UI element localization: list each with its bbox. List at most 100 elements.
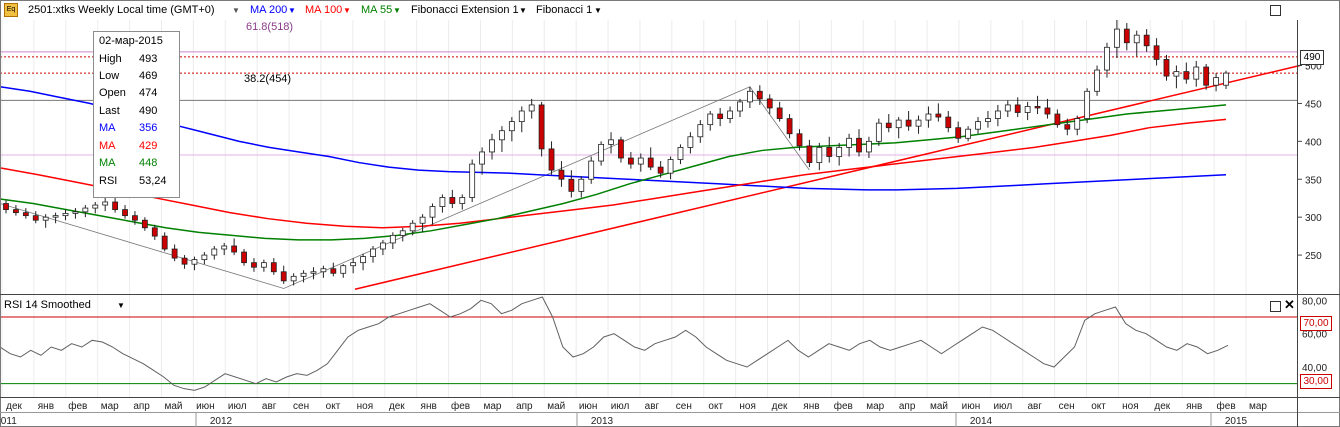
candle: [260, 259, 267, 272]
maximize-icon[interactable]: [1270, 301, 1281, 312]
candle: [1153, 38, 1160, 66]
candle-body: [231, 245, 238, 253]
info-label: MA: [99, 157, 116, 169]
month-tick-label: авг: [1027, 401, 1042, 412]
ma-line-ma200: [0, 85, 1227, 191]
ohlc-info-box: 02-мар-2015 High 493 Low 469 Open 474 La…: [93, 31, 180, 198]
candle: [439, 194, 446, 213]
candle: [191, 256, 198, 271]
candle: [1113, 20, 1120, 58]
candle: [538, 101, 545, 157]
candle-body: [647, 157, 654, 168]
symbol-title[interactable]: 2501:xtks Weekly Local time (GMT+0): [28, 4, 215, 16]
candle-body: [578, 178, 585, 192]
chevron-down-icon[interactable]: ▼: [343, 6, 351, 15]
candle-body: [885, 122, 892, 129]
info-value: 429: [139, 140, 158, 152]
candle-body: [141, 219, 148, 229]
chevron-down-icon[interactable]: ▼: [288, 6, 296, 15]
candle: [1064, 118, 1071, 136]
candle: [469, 159, 476, 202]
candle: [161, 232, 168, 252]
close-icon[interactable]: ✕: [1284, 297, 1295, 312]
candle: [786, 114, 793, 139]
candle: [52, 212, 59, 224]
candle-body: [875, 122, 882, 142]
candle-body: [449, 197, 456, 204]
candle-body: [32, 215, 39, 221]
chevron-down-icon[interactable]: ▼: [232, 6, 240, 15]
candle-body: [122, 209, 128, 217]
ma55-legend[interactable]: MA 55: [361, 4, 393, 16]
month-tick-label: авг: [645, 401, 660, 412]
candle: [1123, 23, 1130, 51]
info-label: Low: [99, 70, 120, 82]
ma100-legend[interactable]: MA 100: [305, 4, 343, 16]
candle-body: [191, 259, 198, 265]
candle-body: [1203, 66, 1210, 86]
fibonacci-levels: [0, 51, 1297, 156]
candle: [1014, 97, 1021, 118]
candle: [171, 244, 178, 262]
chevron-down-icon[interactable]: ▼: [519, 6, 527, 15]
candle-body: [707, 113, 714, 126]
chevron-down-icon[interactable]: ▼: [117, 301, 125, 310]
candle-body: [627, 157, 634, 165]
candle-body: [935, 113, 942, 118]
candle-body: [806, 145, 813, 163]
candles[interactable]: [3, 20, 1229, 286]
fib-upper-label: 61.8(518): [246, 21, 294, 33]
candle: [1133, 30, 1140, 57]
candle: [915, 115, 922, 134]
candle-body: [260, 262, 267, 268]
chevron-down-icon[interactable]: ▼: [393, 6, 401, 15]
fib-lower-label: 38.2(454): [244, 73, 292, 85]
candle: [518, 106, 525, 133]
candle: [677, 144, 684, 165]
month-tick-label: фев: [1217, 400, 1236, 412]
month-tick-label: мар: [101, 401, 119, 412]
equity-icon[interactable]: Eq: [4, 3, 18, 17]
fibonacci-legend[interactable]: Fibonacci 1: [536, 4, 593, 16]
candle-body: [340, 265, 347, 274]
fib-extension-legend[interactable]: Fibonacci Extension 1: [411, 4, 519, 16]
candle-body: [211, 248, 218, 256]
rsi-30-tag: 30,00: [1300, 374, 1332, 389]
month-tick-label: янв: [38, 401, 54, 412]
month-tick-label: июн: [962, 401, 981, 412]
candle-body: [1104, 46, 1110, 71]
price-tick-label: 400: [1305, 137, 1322, 148]
candle: [875, 118, 882, 146]
info-value: 474: [139, 87, 158, 99]
candle: [945, 111, 952, 133]
candle-body: [171, 248, 178, 259]
candle-body: [588, 160, 595, 180]
candle: [82, 205, 89, 218]
info-row-high: High 493: [99, 53, 179, 69]
candle-body: [776, 107, 783, 119]
candle: [796, 129, 803, 151]
candle-body: [1064, 124, 1071, 130]
candle: [1054, 109, 1061, 128]
maximize-icon[interactable]: [1270, 5, 1281, 16]
candle: [905, 111, 912, 131]
info-value: 53,24: [139, 175, 167, 187]
candle-body: [697, 124, 704, 138]
candle-body: [1223, 72, 1229, 86]
candle-body: [618, 139, 624, 159]
candle-body: [102, 201, 109, 206]
ma-line-ma55: [0, 104, 1227, 241]
candle-body: [320, 268, 327, 273]
info-value: 469: [139, 70, 158, 82]
ma200-legend[interactable]: MA 200: [250, 4, 288, 16]
rsi-panel-title[interactable]: RSI 14 Smoothed: [4, 299, 91, 311]
chevron-down-icon[interactable]: ▼: [594, 6, 602, 15]
candle: [1074, 115, 1081, 136]
candle: [1193, 60, 1200, 87]
price-tick-label: 300: [1305, 213, 1322, 224]
candle-body: [439, 197, 446, 207]
candle-body: [1153, 45, 1160, 60]
candle: [409, 220, 416, 236]
candle: [489, 133, 495, 160]
